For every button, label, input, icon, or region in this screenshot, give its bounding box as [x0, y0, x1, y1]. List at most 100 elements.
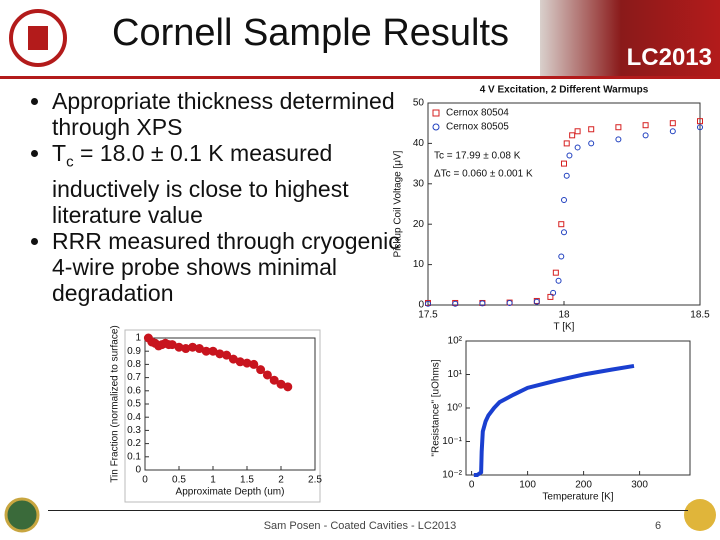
y-tick-label: 0.6: [127, 385, 141, 396]
data-point: [697, 118, 703, 125]
y-axis-label: Tin Fraction (normalized to surface): [110, 325, 121, 482]
y-tick-label: 20: [413, 219, 425, 230]
footer: Sam Posen - Coated Cavities - LC2013: [263, 520, 457, 532]
bullet-list: Appropriate thickness determined through…: [22, 88, 412, 306]
data-point: [425, 300, 431, 307]
x-tick-label: 1.5: [240, 475, 254, 486]
x-tick-label: 2: [278, 475, 284, 486]
data-point: [642, 122, 649, 129]
data-point: [566, 152, 573, 159]
data-point: [615, 124, 622, 131]
data-point: [669, 120, 676, 127]
data-point: [256, 365, 266, 375]
chart-title: 4 V Excitation, 2 Different Warmups: [480, 85, 649, 96]
y-tick-label: 10¹: [448, 369, 463, 380]
x-tick-label: 0: [142, 475, 148, 486]
y-tick-label: 0.3: [127, 425, 141, 436]
bullet: Appropriate thickness determined through…: [52, 88, 412, 140]
x-tick-label: 1: [210, 475, 216, 486]
data-point: [452, 300, 459, 307]
footer-rule: [48, 510, 688, 511]
y-tick-label: 50: [413, 98, 425, 109]
x-tick-label: 300: [631, 480, 648, 491]
y-tick-label: 0: [418, 300, 424, 311]
annotation: Tc = 17.99 ± 0.08 K: [434, 151, 521, 162]
data-point: [574, 128, 581, 135]
data-point: [642, 132, 649, 139]
legend-label: Cernox 80504: [446, 108, 509, 119]
plot-area: [427, 102, 701, 306]
y-tick-label: 0.1: [127, 451, 141, 462]
data-point: [262, 370, 272, 380]
y-tick-label: 0.8: [127, 359, 141, 370]
seal-shield: [28, 26, 48, 50]
y-tick-label: 0.4: [127, 412, 141, 423]
bullet: RRR measured through cryogenic 4-wire pr…: [52, 228, 412, 306]
x-axis-label: T [K]: [554, 322, 575, 333]
bullet-text: RRR measured through cryogenic 4-wire pr…: [52, 227, 400, 306]
data-point: [283, 382, 293, 392]
page-number: 6: [655, 520, 662, 532]
legend-label: Cernox 80505: [446, 122, 509, 133]
data-point: [574, 144, 581, 151]
data-point: [561, 229, 567, 236]
data-point: [249, 359, 259, 369]
logo-right: [684, 499, 716, 531]
x-tick-label: 17.5: [418, 310, 438, 321]
data-line: [473, 363, 635, 477]
x-tick-label: 0: [469, 480, 475, 491]
data-point: [550, 289, 557, 296]
x-axis-label: Temperature [K]: [542, 492, 613, 503]
y-tick-label: 1: [135, 333, 141, 344]
data-point: [558, 253, 565, 260]
y-tick-label: 0.2: [127, 438, 141, 449]
data-point: [479, 300, 486, 307]
data-point: [558, 221, 565, 228]
data-point: [569, 132, 576, 139]
x-tick-label: 2.5: [308, 475, 322, 486]
data-point: [563, 140, 570, 147]
y-axis-label: "Resistance" [uOhms]: [431, 359, 442, 456]
plot-area: [465, 340, 691, 476]
data-point: [552, 269, 559, 276]
y-tick-label: 30: [413, 178, 425, 189]
data-point: [561, 196, 567, 203]
y-tick-label: 10⁻¹: [442, 436, 462, 447]
y-axis-label: Pickup Coil Voltage [μV]: [393, 150, 404, 257]
data-point: [561, 160, 567, 167]
y-tick-label: 0.7: [127, 372, 141, 383]
data-point: [563, 172, 570, 179]
x-tick-label: 200: [575, 480, 592, 491]
y-tick-label: 0.5: [127, 399, 141, 410]
bullet-text: Appropriate thickness determined through…: [52, 88, 395, 140]
y-tick-label: 10⁰: [447, 403, 462, 414]
y-tick-label: 10⁻²: [442, 470, 462, 481]
banner: LC2013: [540, 0, 720, 76]
x-axis-label: Approximate Depth (um): [176, 487, 285, 498]
data-point: [506, 299, 513, 306]
x-tick-label: 18.5: [690, 310, 710, 321]
data-point: [669, 128, 676, 135]
data-point: [588, 140, 595, 147]
x-tick-label: 18: [558, 310, 570, 321]
y-tick-label: 40: [413, 138, 425, 149]
y-tick-label: 0: [135, 465, 141, 476]
x-tick-label: 100: [519, 480, 536, 491]
data-point: [269, 375, 279, 385]
subscript: c: [66, 153, 74, 171]
data-point: [222, 350, 232, 360]
y-tick-label: 0.9: [127, 346, 141, 357]
data-point: [588, 126, 595, 133]
y-tick-label: 10: [413, 259, 425, 270]
logo-left: [4, 497, 40, 533]
legend-marker: [432, 109, 440, 117]
symbol: T: [52, 140, 67, 166]
legend-marker: [432, 123, 440, 131]
chart-frame: [124, 329, 321, 503]
data-point: [555, 277, 562, 284]
data-point: [697, 124, 703, 131]
slide-title: Cornell Sample Results: [112, 12, 510, 54]
header-rule: [0, 76, 720, 79]
